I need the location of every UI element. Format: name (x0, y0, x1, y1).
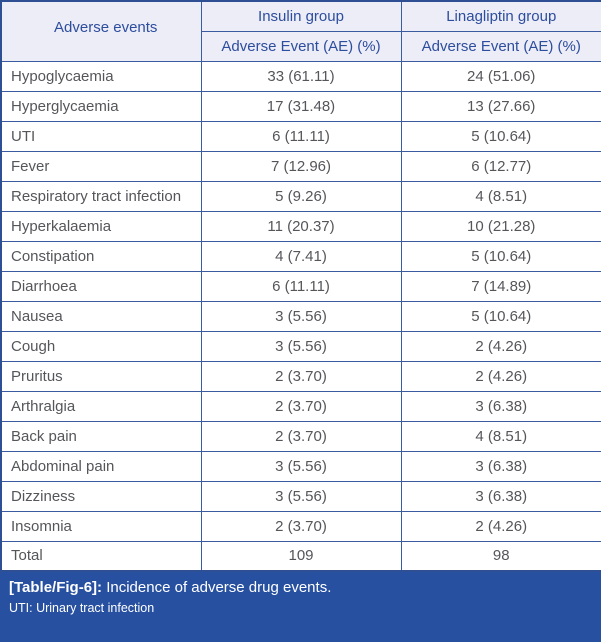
table-row: Constipation 4 (7.41) 5 (10.64) (0, 240, 601, 272)
insulin-value-cell: 3 (5.56) (200, 330, 402, 362)
linagliptin-value-cell: 2 (4.26) (400, 360, 601, 392)
adverse-event-cell: Back pain (0, 420, 202, 452)
table-row: Hyperkalaemia 11 (20.37) 10 (21.28) (0, 210, 601, 242)
insulin-value-cell: 4 (7.41) (200, 240, 402, 272)
insulin-value-cell: 2 (3.70) (200, 420, 402, 452)
adverse-event-cell: Abdominal pain (0, 450, 202, 482)
table-row: Hypoglycaemia 33 (61.11) 24 (51.06) (0, 60, 601, 92)
caption-tag: [Table/Fig-6]: (9, 579, 103, 596)
adverse-event-cell: Hyperglycaemia (0, 90, 202, 122)
insulin-value-cell: 6 (11.11) (200, 270, 402, 302)
adverse-event-cell: Insomnia (0, 510, 202, 542)
linagliptin-value-cell: 98 (400, 540, 601, 572)
table-row: Abdominal pain 3 (5.56) 3 (6.38) (0, 450, 601, 482)
table-row: Dizziness 3 (5.56) 3 (6.38) (0, 480, 601, 512)
insulin-value-cell: 3 (5.56) (200, 450, 402, 482)
table-row: UTI 6 (11.11) 5 (10.64) (0, 120, 601, 152)
adverse-event-cell: UTI (0, 120, 202, 152)
table-row: Nausea 3 (5.56) 5 (10.64) (0, 300, 601, 332)
table-row: Hyperglycaemia 17 (31.48) 13 (27.66) (0, 90, 601, 122)
adverse-event-cell: Total (0, 540, 202, 572)
insulin-value-cell: 2 (3.70) (200, 390, 402, 422)
linagliptin-value-cell: 3 (6.38) (400, 480, 601, 512)
table-row: Insomnia 2 (3.70) 2 (4.26) (0, 510, 601, 542)
linagliptin-value-cell: 7 (14.89) (400, 270, 601, 302)
adverse-event-cell: Hypoglycaemia (0, 60, 202, 92)
table-row: Diarrhoea 6 (11.11) 7 (14.89) (0, 270, 601, 302)
caption-text: Incidence of adverse drug events. (106, 579, 332, 596)
adverse-event-cell: Hyperkalaemia (0, 210, 202, 242)
linagliptin-value-cell: 10 (21.28) (400, 210, 601, 242)
linagliptin-value-cell: 5 (10.64) (400, 240, 601, 272)
header-row-groups: Adverse events Insulin group Linagliptin… (0, 0, 601, 62)
insulin-value-cell: 2 (3.70) (200, 510, 402, 542)
adverse-event-cell: Nausea (0, 300, 202, 332)
linagliptin-value-cell: 13 (27.66) (400, 90, 601, 122)
insulin-value-cell: 109 (200, 540, 402, 572)
table-row: Cough 3 (5.56) 2 (4.26) (0, 330, 601, 362)
linagliptin-value-cell: 24 (51.06) (400, 60, 601, 92)
adverse-event-cell: Fever (0, 150, 202, 182)
column-header-linagliptin-group: Linagliptin group (400, 0, 601, 32)
table-row: Back pain 2 (3.70) 4 (8.51) (0, 420, 601, 452)
table-row: Arthralgia 2 (3.70) 3 (6.38) (0, 390, 601, 422)
adverse-event-cell: Arthralgia (0, 390, 202, 422)
insulin-value-cell: 3 (5.56) (200, 300, 402, 332)
table-row: Total 109 98 (0, 540, 601, 572)
column-header-insulin-group: Insulin group (200, 0, 402, 32)
table-header: Adverse events Insulin group Linagliptin… (0, 0, 601, 62)
adverse-event-cell: Constipation (0, 240, 202, 272)
linagliptin-value-cell: 6 (12.77) (400, 150, 601, 182)
insulin-value-cell: 5 (9.26) (200, 180, 402, 212)
adverse-event-cell: Respiratory tract infection (0, 180, 202, 212)
column-subheader-linagliptin-ae: Adverse Event (AE) (%) (400, 30, 601, 62)
linagliptin-value-cell: 2 (4.26) (400, 510, 601, 542)
adverse-events-table: Adverse events Insulin group Linagliptin… (0, 0, 601, 572)
linagliptin-value-cell: 3 (6.38) (400, 390, 601, 422)
linagliptin-value-cell: 3 (6.38) (400, 450, 601, 482)
caption-line: [Table/Fig-6]: Incidence of adverse drug… (9, 578, 591, 598)
table-row: Respiratory tract infection 5 (9.26) 4 (… (0, 180, 601, 212)
insulin-value-cell: 2 (3.70) (200, 360, 402, 392)
adverse-event-cell: Diarrhoea (0, 270, 202, 302)
table-row: Fever 7 (12.96) 6 (12.77) (0, 150, 601, 182)
column-header-adverse-events: Adverse events (0, 0, 202, 62)
linagliptin-value-cell: 2 (4.26) (400, 330, 601, 362)
insulin-value-cell: 6 (11.11) (200, 120, 402, 152)
caption-band: [Table/Fig-6]: Incidence of adverse drug… (0, 572, 601, 642)
adverse-event-cell: Dizziness (0, 480, 202, 512)
insulin-value-cell: 7 (12.96) (200, 150, 402, 182)
adverse-event-cell: Cough (0, 330, 202, 362)
column-subheader-insulin-ae: Adverse Event (AE) (%) (200, 30, 402, 62)
linagliptin-value-cell: 5 (10.64) (400, 120, 601, 152)
insulin-value-cell: 3 (5.56) (200, 480, 402, 512)
caption-footnote: UTI: Urinary tract infection (9, 601, 155, 615)
linagliptin-value-cell: 4 (8.51) (400, 180, 601, 212)
insulin-value-cell: 33 (61.11) (200, 60, 402, 92)
table-row: Pruritus 2 (3.70) 2 (4.26) (0, 360, 601, 392)
insulin-value-cell: 11 (20.37) (200, 210, 402, 242)
insulin-value-cell: 17 (31.48) (200, 90, 402, 122)
linagliptin-value-cell: 4 (8.51) (400, 420, 601, 452)
adverse-event-cell: Pruritus (0, 360, 202, 392)
table-body: Hypoglycaemia 33 (61.11) 24 (51.06) Hype… (0, 60, 601, 572)
linagliptin-value-cell: 5 (10.64) (400, 300, 601, 332)
